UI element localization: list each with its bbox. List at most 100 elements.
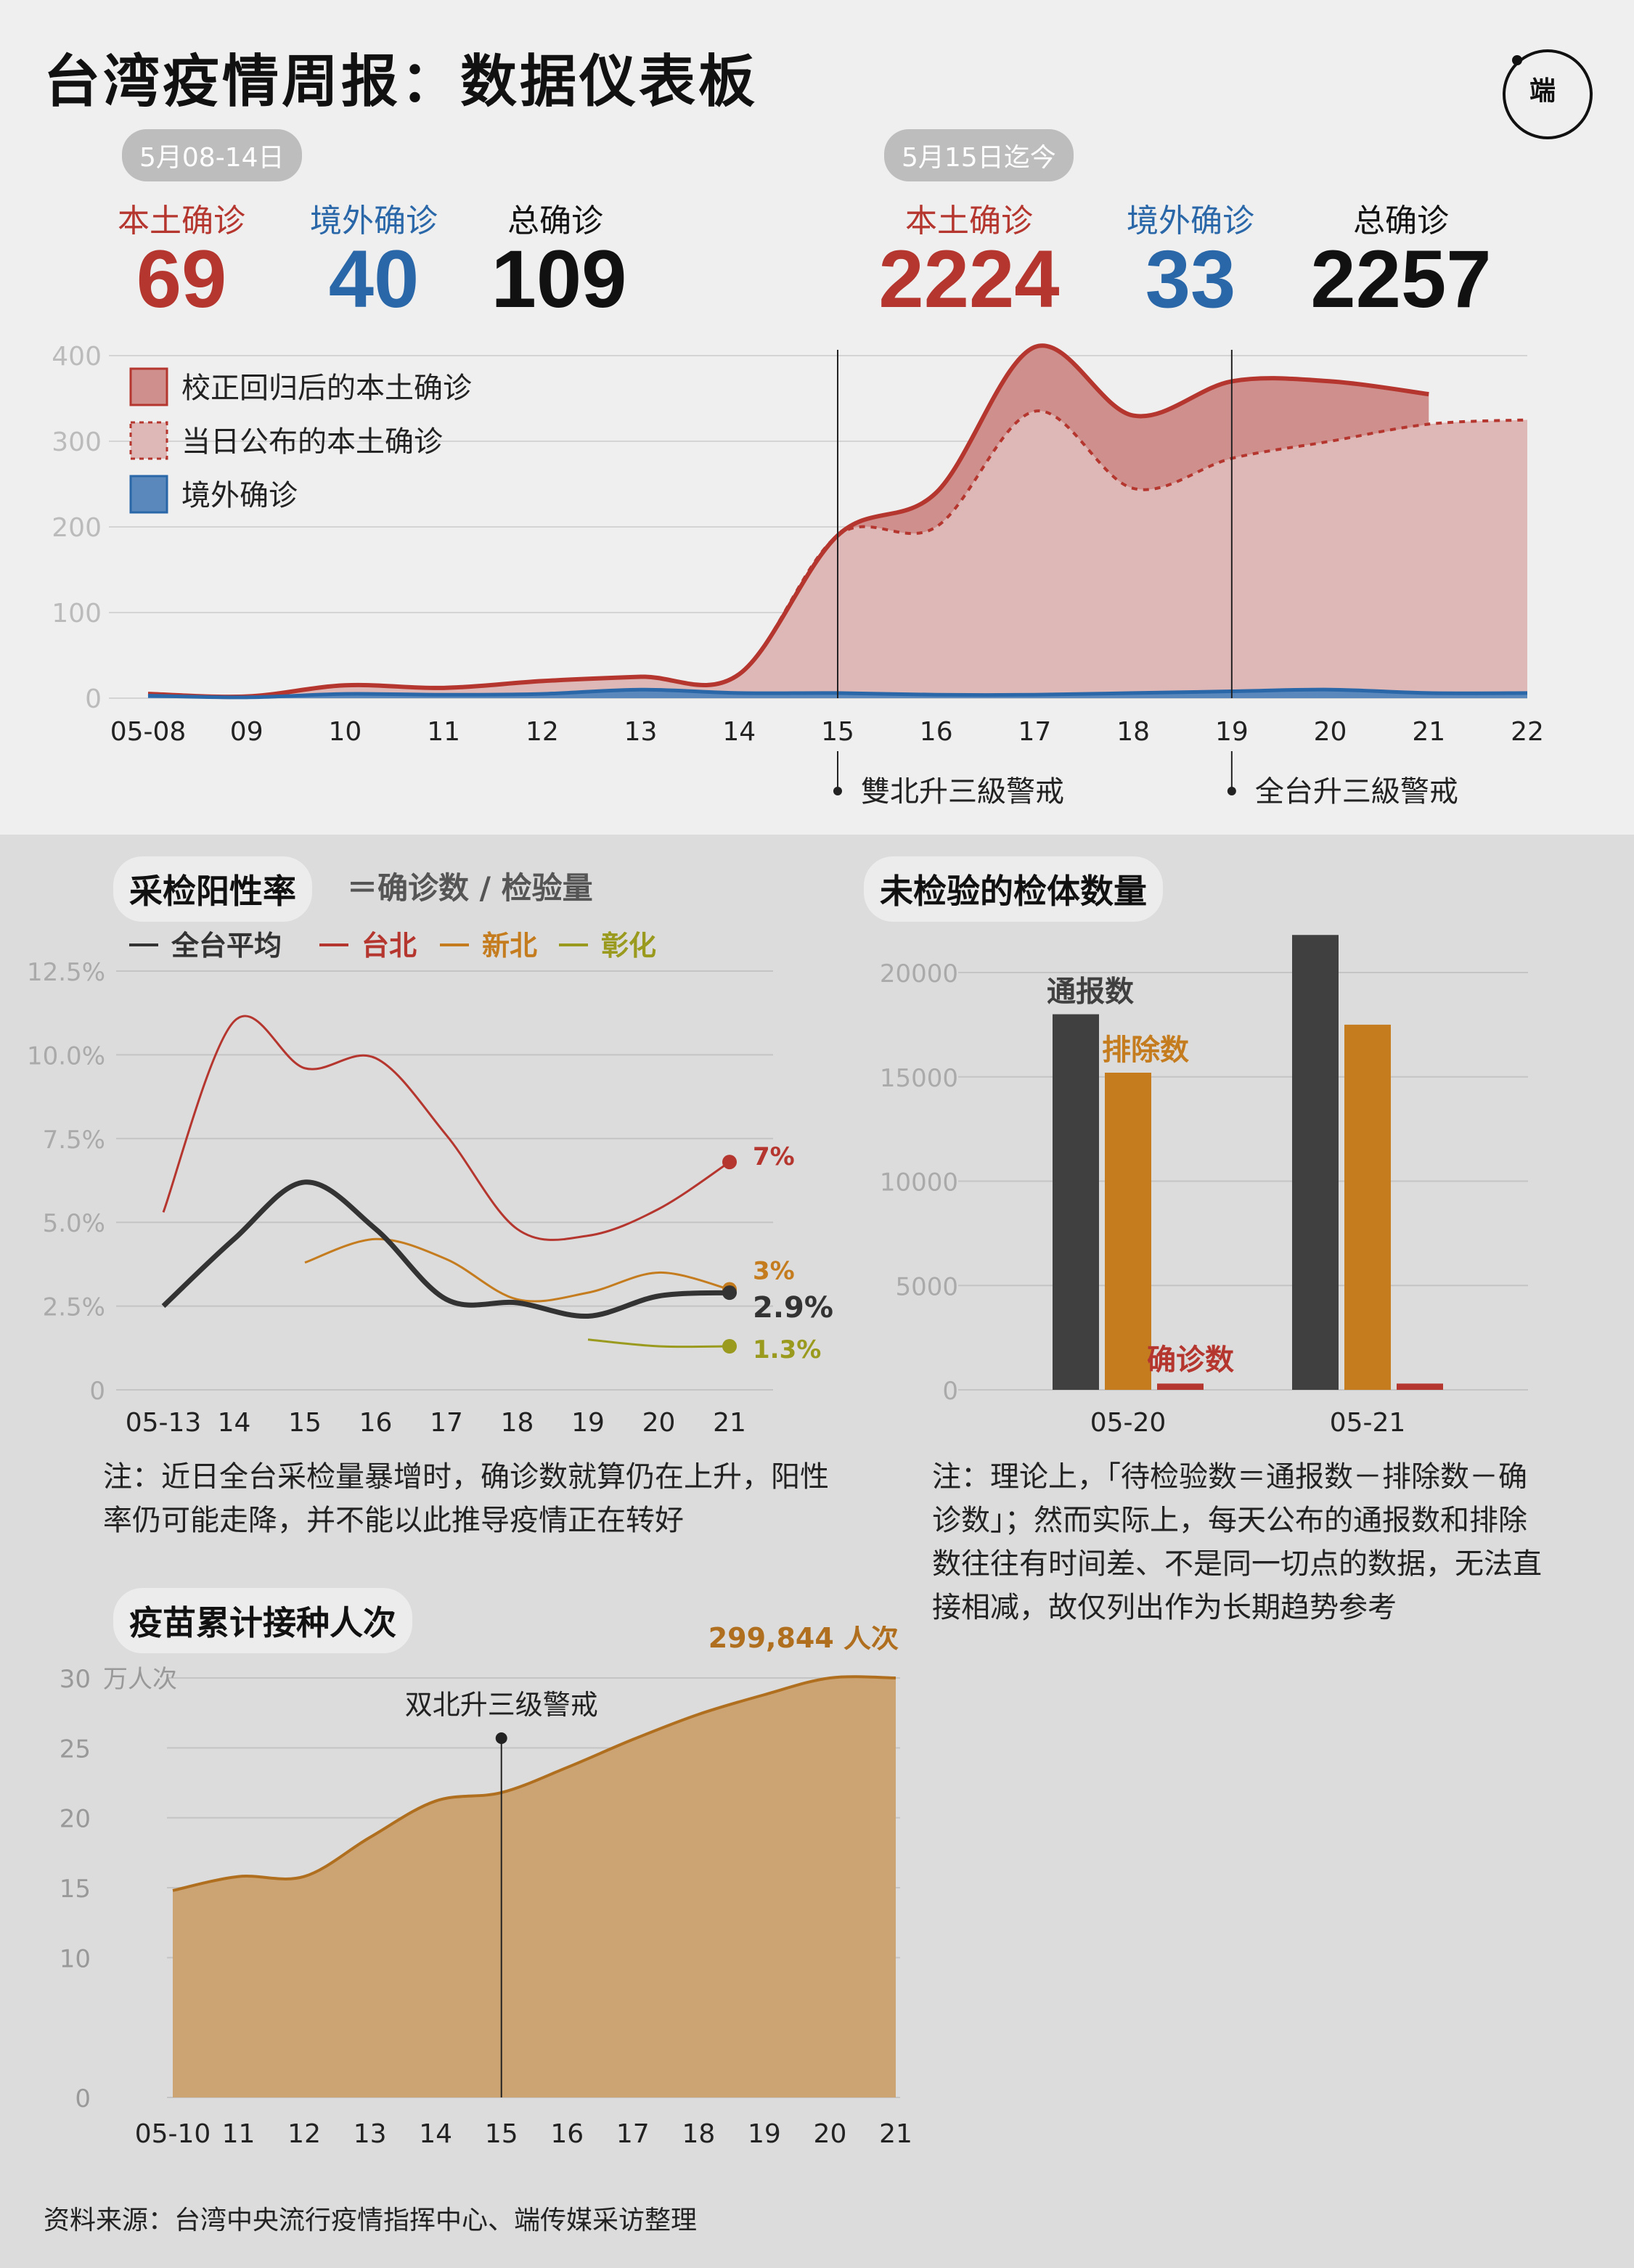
line-backfilled-local	[147, 343, 1429, 700]
x-tick-label: 13	[354, 2119, 387, 2148]
x-tick-label: 18	[682, 2119, 715, 2148]
legend-swatch	[129, 421, 168, 460]
y-tick-label: 0	[942, 1377, 958, 1406]
x-tick-label: 15	[485, 2119, 518, 2148]
area-vaccine	[173, 1677, 896, 2097]
end-label: 2.9%	[753, 1291, 833, 1325]
y-tick-label: 12.5%	[27, 958, 105, 987]
vaccine-title: 疫苗累计接种人次	[113, 1588, 412, 1653]
end-label: 1.3%	[753, 1335, 821, 1364]
end-marker	[722, 1285, 737, 1301]
bar	[1292, 935, 1339, 1390]
y-tick-label: 5000	[895, 1272, 958, 1301]
y-tick-label: 2.5%	[43, 1293, 105, 1322]
x-tick-label: 19	[571, 1408, 605, 1438]
bar	[1053, 1014, 1099, 1390]
legend-label: 彰化	[601, 930, 656, 962]
y-tick-label: 30	[60, 1665, 91, 1694]
y-tick-label: 0	[85, 684, 102, 714]
y-tick-label: 100	[52, 599, 102, 629]
x-tick-label: 21	[713, 1408, 746, 1438]
positivity-subtitle: ＝确诊数 / 检验量	[347, 870, 593, 906]
week-local-label: 本土确诊	[118, 202, 245, 240]
x-tick-label: 20	[1314, 717, 1347, 747]
source-note: 资料来源：台湾中央流行疫情指挥中心、端传媒采访整理	[44, 2206, 698, 2235]
end-label: 3%	[753, 1257, 795, 1286]
series-label: 通报数	[1047, 975, 1134, 1009]
x-tick-label: 05-21	[1330, 1408, 1406, 1438]
annotation-dot	[1227, 787, 1236, 795]
y-tick-label: 300	[52, 427, 102, 457]
bar	[1397, 1383, 1443, 1390]
since-local-value: 2224	[878, 234, 1060, 324]
since-total-value: 2257	[1310, 234, 1492, 324]
series-label: 确诊数	[1147, 1343, 1234, 1377]
x-tick-label: 05-20	[1090, 1408, 1167, 1438]
x-tick-label: 12	[287, 2119, 321, 2148]
positivity-title: 采检阳性率	[113, 856, 312, 922]
line-positivity	[162, 1015, 730, 1241]
series-label: 排除数	[1102, 1033, 1189, 1067]
x-tick-label: 21	[1412, 717, 1445, 747]
x-tick-label: 10	[329, 717, 362, 747]
y-tick-label: 10000	[880, 1168, 958, 1198]
since-local-label: 本土确诊	[905, 202, 1033, 240]
y-tick-label: 0	[89, 1377, 105, 1406]
annotation-dot	[833, 787, 842, 795]
annotation-dot	[495, 1732, 507, 1744]
page-title: 台湾疫情周报：数据仪表板	[44, 49, 759, 115]
y-tick-label: 7.5%	[43, 1126, 105, 1155]
y-tick-label: 10	[60, 1944, 91, 1973]
y-tick-label: 400	[52, 342, 102, 372]
x-tick-label: 20	[814, 2119, 847, 2148]
x-tick-label: 05-13	[126, 1408, 202, 1438]
pending-title: 未检验的检体数量	[864, 856, 1163, 922]
week-imported-value: 40	[328, 234, 420, 324]
bar	[1344, 1024, 1391, 1390]
y-tick-label: 200	[52, 513, 102, 543]
legend-label: 全台平均	[171, 930, 282, 962]
x-tick-label: 13	[624, 717, 658, 747]
since-imported-value: 33	[1145, 234, 1236, 324]
daily-cases-chart: 0 100 200 300 400 05-08 09 10 11 12 13 14 15 16 17 18 19…	[52, 342, 1544, 808]
legend-label: 境外确诊	[181, 479, 298, 512]
logo-text: 端	[1529, 76, 1556, 106]
line-positivity	[161, 1179, 730, 1319]
x-tick-label: 19	[748, 2119, 781, 2148]
x-tick-label: 20	[642, 1408, 676, 1438]
x-tick-label: 19	[1215, 717, 1249, 747]
x-tick-label: 14	[218, 1408, 251, 1438]
line-positivity	[304, 1237, 730, 1303]
x-tick-label: 18	[1116, 717, 1150, 747]
line-vaccine	[172, 1675, 896, 1892]
legend-swatch	[129, 367, 168, 406]
x-tick-label: 14	[722, 717, 756, 747]
period-badge-week: 5月08-14日	[122, 129, 302, 181]
bar	[1105, 1073, 1151, 1390]
y-tick-label: 20	[60, 1805, 91, 1834]
bar	[1157, 1383, 1204, 1390]
legend-label: 校正回归后的本土确诊	[181, 372, 472, 405]
positivity-note: 注：近日全台采检量暴增时，确诊数就算仍在上升，阳性率仍可能走降，并不能以此推导疫…	[103, 1460, 829, 1537]
week-total-label: 总确诊	[507, 202, 603, 240]
end-marker	[722, 1155, 737, 1170]
x-tick-label: 14	[419, 2119, 452, 2148]
y-tick-label: 0	[75, 2084, 91, 2113]
y-unit-label: 万人次	[103, 1665, 177, 1694]
vaccine-chart: 0 10 15 20 25 30 万人次 05-10 11 12 13 14 15 16 17 18 19 20 2…	[60, 1626, 912, 2148]
x-tick-label: 16	[550, 2119, 584, 2148]
y-tick-label: 20000	[880, 959, 958, 988]
x-tick-label: 05-08	[110, 717, 187, 747]
pending-note: 注：理论上，「待检验数＝通报数－排除数－确诊数」；然而实际上，每天公布的通报数和…	[932, 1460, 1542, 1624]
area-backfilled-local	[148, 345, 1429, 697]
since-imported-label: 境外确诊	[1127, 202, 1254, 240]
line-positivity	[587, 1338, 730, 1348]
y-tick-label: 10.0%	[27, 1041, 105, 1070]
y-tick-label: 15	[60, 1875, 91, 1904]
y-tick-label: 25	[60, 1735, 91, 1764]
end-label: 7%	[753, 1142, 795, 1171]
x-tick-label: 15	[821, 717, 854, 747]
end-marker	[722, 1338, 737, 1354]
annotation-label: 雙北升三級警戒	[861, 775, 1064, 808]
